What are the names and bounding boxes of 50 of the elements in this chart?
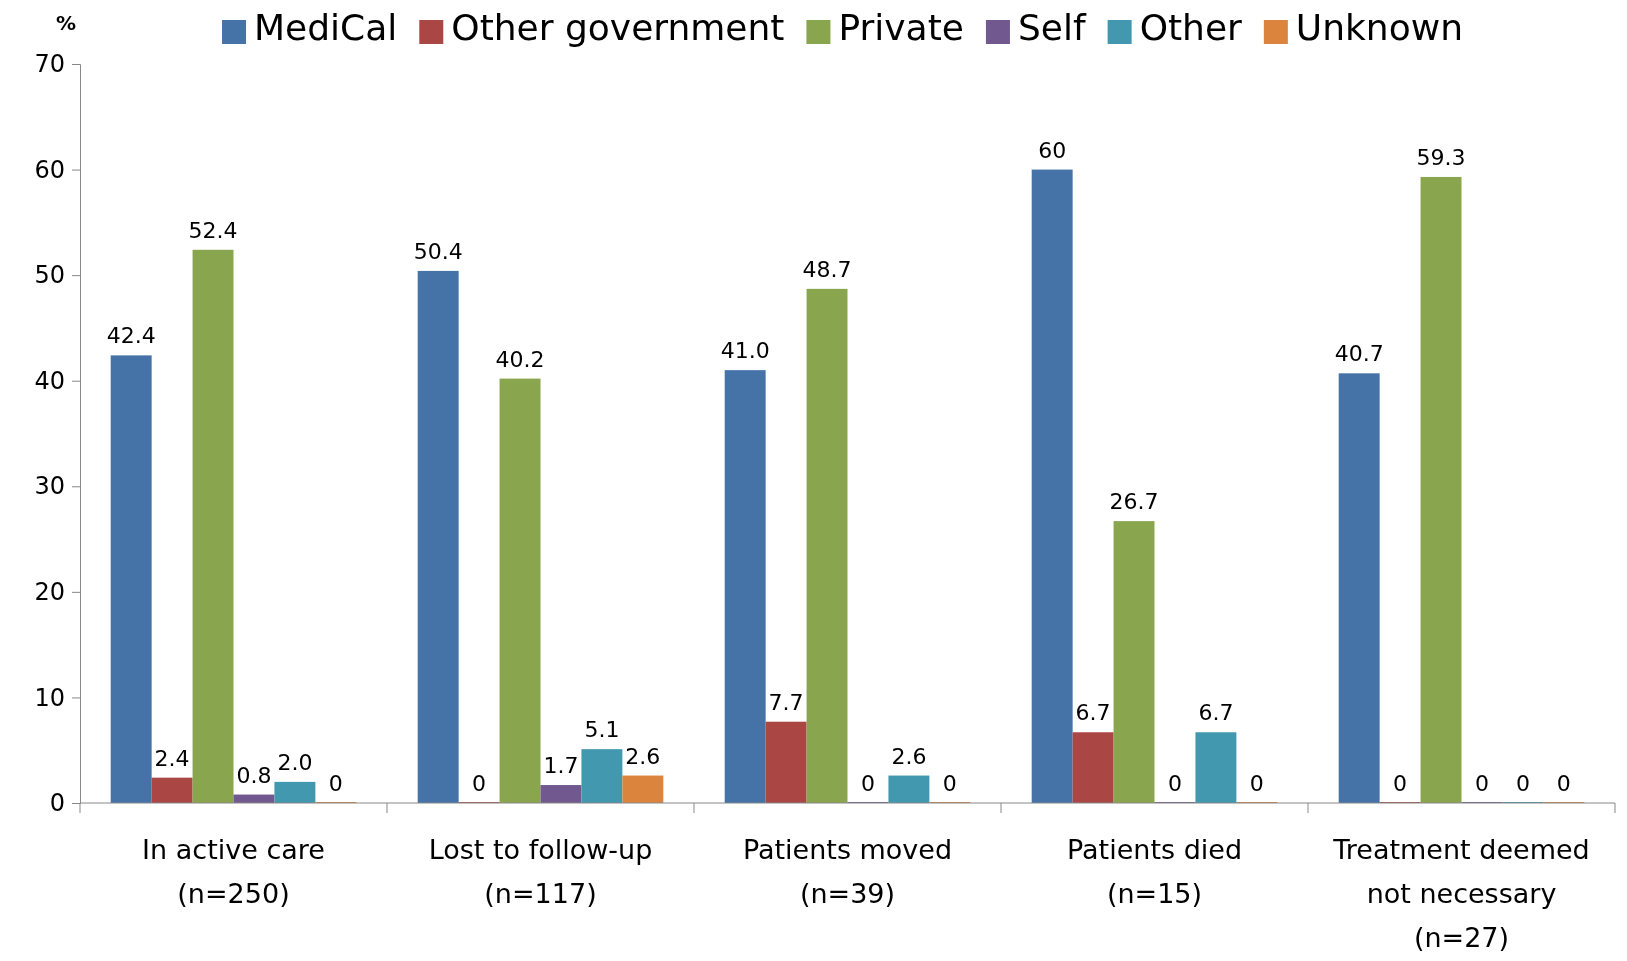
data-label: 0 (1393, 771, 1408, 796)
data-label: 0 (860, 771, 875, 796)
legend-label: MediCal (254, 7, 398, 48)
x-tick-label: Patients died (n=15) (1066, 834, 1243, 909)
data-label: 2.4 (154, 745, 190, 771)
legend-label: Unknown (1295, 7, 1463, 48)
data-label: 2.0 (277, 749, 313, 775)
y-tick-label: 20 (34, 578, 65, 607)
data-label: 1.7 (543, 753, 579, 779)
legend-label: Other (1139, 7, 1243, 48)
data-label: 2.6 (891, 743, 927, 769)
x-tick-label: Patients moved (n=39) (742, 834, 953, 909)
data-label: 0 (1167, 771, 1182, 796)
y-tick-label: 10 (34, 683, 65, 712)
data-label: 0.8 (236, 762, 272, 788)
data-label: 0 (1556, 771, 1571, 796)
x-tick-label: Treatment deemed not necessary (n=27) (1332, 834, 1590, 953)
data-label: 0 (1474, 771, 1489, 796)
data-label: 0 (1249, 771, 1264, 796)
data-label: 5.1 (584, 717, 620, 743)
data-label: 59.3 (1416, 144, 1466, 170)
y-tick-label: 50 (34, 261, 65, 290)
legend-label: Self (1017, 7, 1087, 48)
data-label: 41.0 (720, 338, 770, 364)
data-label: 40.7 (1334, 341, 1384, 367)
y-tick-label: 60 (34, 155, 65, 184)
data-label: 42.4 (106, 323, 156, 349)
data-label: 48.7 (802, 256, 852, 282)
data-label: 50.4 (413, 238, 463, 264)
data-label: 40.2 (495, 346, 545, 372)
data-label: 52.4 (188, 217, 238, 243)
y-tick-label: 40 (34, 366, 65, 395)
x-tick-label: Lost to follow-up (n=117) (428, 834, 653, 909)
data-label: 0 (942, 771, 957, 796)
data-label: 6.7 (1075, 700, 1111, 726)
data-label: 0 (328, 771, 343, 796)
x-tick-label: In active care (n=250) (142, 834, 325, 909)
data-label: 60 (1038, 137, 1067, 163)
legend-label: Other government (451, 7, 785, 48)
data-label: 2.6 (625, 743, 661, 769)
data-label: 0 (1515, 771, 1530, 796)
y-tick-label: 0 (49, 789, 65, 818)
y-tick-label: 30 (34, 472, 65, 501)
data-label: 0 (472, 771, 487, 796)
y-axis-title: % (55, 11, 77, 35)
data-label: 6.7 (1198, 700, 1234, 726)
y-tick-label: 70 (34, 50, 65, 79)
legend-label: Private (838, 7, 964, 48)
data-label: 26.7 (1109, 489, 1159, 515)
data-label: 7.7 (768, 689, 804, 715)
